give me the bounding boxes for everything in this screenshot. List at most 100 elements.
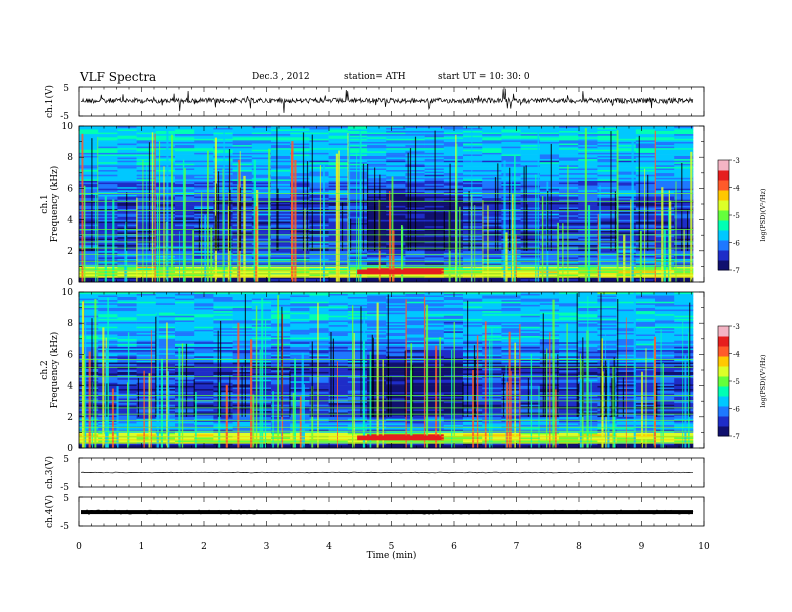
spectrogram-cell [482, 252, 502, 255]
spectrogram-cell [155, 385, 176, 388]
spectrogram-cell [367, 207, 387, 209]
spectrogram-cell [482, 140, 502, 142]
spectrogram-cell [194, 404, 214, 407]
spectrogram-cell [482, 188, 502, 191]
spectrogram-cell [290, 210, 310, 213]
spectrogram-cell [520, 197, 541, 200]
spectrogram-cell [194, 412, 214, 414]
spectrogram-cell [463, 163, 483, 166]
spectrogram-cell [578, 197, 598, 200]
spectrogram-cell [424, 151, 445, 153]
spectrogram-cell [443, 225, 464, 228]
spectrogram-cell [175, 391, 195, 394]
spectrogram-cell [98, 157, 118, 160]
spectrogram-cell [443, 421, 464, 424]
spectrogram-cell [386, 227, 406, 230]
spectrogram-cell [559, 182, 579, 185]
spectrogram-cell [271, 126, 291, 128]
spectrogram-cell [559, 239, 579, 242]
spectrogram-cell [328, 146, 349, 149]
spectrogram-cell [520, 280, 541, 283]
spectrogram-cell [482, 239, 502, 242]
spectrogram-cell [559, 252, 579, 255]
spectrogram-cell [520, 218, 541, 220]
spectrogram-cell [405, 133, 425, 136]
spectrogram-cell [194, 175, 214, 178]
spectrogram-cell [386, 194, 406, 197]
spectrogram-cell [155, 219, 176, 222]
spectrogram-cell [463, 158, 483, 161]
spectrogram-cell [232, 210, 253, 213]
spectrogram-cell [520, 127, 541, 130]
spectrogram-cell [463, 177, 483, 180]
spectrogram-cell [597, 398, 617, 400]
sferic-streak [210, 227, 213, 282]
spectrogram-cell [175, 146, 195, 149]
spectrogram-cell [251, 133, 272, 136]
spectrogram-cell [655, 129, 675, 131]
spectrogram-cell [367, 190, 387, 192]
spectrogram-cell [251, 185, 272, 188]
spectrogram-cell [309, 266, 329, 269]
spectrogram-cell [559, 166, 579, 169]
spectrogram-cell [347, 427, 368, 430]
spectrogram-cell [328, 421, 349, 424]
spectrogram-cell [482, 182, 502, 185]
spectrogram-cell [194, 190, 214, 192]
spectrogram-cell [597, 412, 617, 414]
spectrogram-cell [290, 219, 310, 222]
spectrogram-cell [232, 266, 253, 269]
spectrogram-cell [194, 191, 214, 194]
spectrogram-cell [232, 160, 253, 163]
spectrogram-cell [98, 271, 118, 273]
spectrogram-cell [635, 143, 656, 146]
spectrogram-cell [309, 171, 329, 174]
spectrogram-cell [386, 126, 406, 128]
sferic-streak [179, 231, 180, 282]
spectrogram-cell [443, 210, 464, 213]
spectrogram-cell [79, 179, 99, 181]
spectrogram-cell [578, 160, 598, 163]
spectrogram-cell [386, 440, 406, 443]
spectrogram-cell [367, 263, 387, 266]
start-time-label: start UT = 10: 30: 0 [438, 72, 530, 82]
spectrogram-cell [597, 405, 617, 408]
spectrogram-cell [616, 174, 637, 177]
spectrogram-cell [463, 207, 483, 209]
spectrogram-cell [232, 146, 253, 149]
spectrogram-cell [443, 404, 464, 407]
spectrogram-cell [251, 277, 272, 280]
spectrogram-cell [271, 416, 291, 419]
spectrogram-cell [386, 171, 406, 174]
spectrogram-cell [386, 446, 406, 449]
spectrogram-cell [616, 222, 637, 225]
spectrogram-cell [194, 236, 214, 239]
spectrogram-cell [232, 252, 253, 255]
spectrogram-cell [251, 205, 272, 208]
sferic-streak [294, 160, 297, 282]
spectrogram-cell [386, 188, 406, 191]
spectrogram-cell [616, 239, 637, 242]
spectrogram-cell [424, 210, 445, 213]
spectrogram-cell [98, 250, 118, 253]
spectrogram-cell [290, 385, 310, 388]
spectrogram-cell [251, 274, 272, 277]
spectrogram-cell [79, 151, 99, 153]
spectrogram-cell [674, 202, 694, 205]
spectrogram-cell [616, 158, 637, 161]
spectrogram-cell [463, 193, 483, 195]
spectrogram-cell [367, 255, 387, 258]
spectrogram-cell [232, 238, 253, 241]
spectrogram-cell [578, 171, 598, 174]
spectrogram-cell [597, 224, 617, 227]
spectrogram-cell [463, 197, 483, 200]
spectrogram-cell [328, 396, 349, 399]
spectrogram-cell [271, 410, 291, 413]
spectrogram-cell [520, 165, 541, 167]
spectrogram-cell [290, 177, 310, 180]
spectrogram-cell [347, 430, 368, 433]
spectrogram-cell [194, 149, 214, 152]
spectrogram-cell [443, 429, 464, 432]
spectrogram-cell [559, 154, 579, 156]
